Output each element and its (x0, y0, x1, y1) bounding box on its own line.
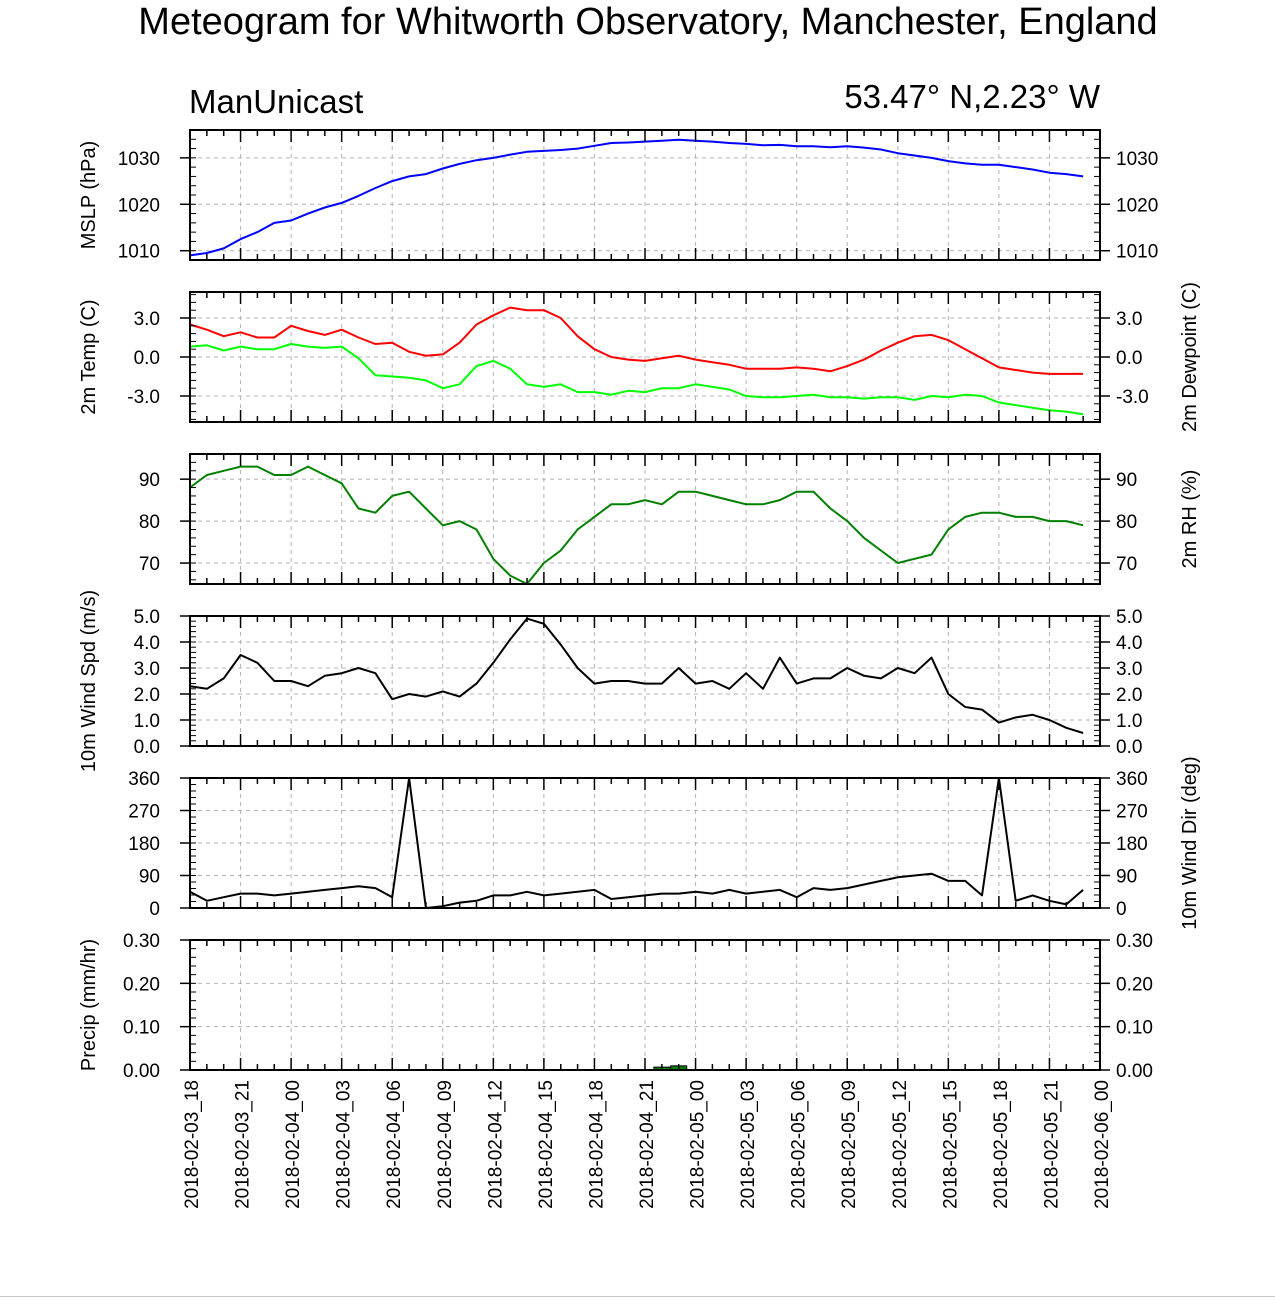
model-name-label: ManUnicast (189, 83, 363, 120)
y-tick-label-right: 2.0 (1116, 685, 1142, 706)
x-tick-label: 2018-02-05_09 (839, 1080, 860, 1209)
chart-title: Meteogram for Whitworth Observatory, Man… (138, 1, 1157, 43)
y-tick-label-left: 1030 (118, 149, 160, 170)
y-tick-label-right: 0.30 (1116, 931, 1153, 952)
y-tick-label-left: 90 (139, 867, 160, 888)
y-tick-label-left: 5.0 (134, 607, 160, 628)
y-axis-title-left: MSLP (hPa) (78, 141, 100, 250)
x-tick-label: 2018-02-03_21 (233, 1080, 254, 1209)
y-tick-label-right: 80 (1116, 512, 1137, 533)
panel-mslp: 1010 1010 1020 1020 1030 1030 MSLP (hPa) (78, 129, 1158, 263)
y-tick-label-right: 90 (1116, 867, 1137, 888)
y-tick-label-right: 180 (1116, 834, 1148, 855)
temperature-series-line-0 (189, 306, 1084, 375)
y-tick-label-left: 0.10 (123, 1018, 160, 1039)
y-tick-label-right: 1010 (1116, 242, 1158, 263)
x-tick-label: 2018-02-04_03 (334, 1080, 355, 1209)
y-tick-label-right: 4.0 (1116, 633, 1142, 654)
panel-temperature: -3.0 -3.0 0.0 0.0 3.0 3.0 2m Temp (C) 2m Dewpoi… (78, 282, 1201, 432)
panel-wind-speed: 0.0 0.0 1.0 1.0 2.0 2.0 3.0 3.0 4.0 4.0 5.0 5.0 10m … (78, 590, 1142, 772)
x-tick-label: 2018-02-05_06 (789, 1080, 810, 1209)
x-tick-label: 2018-02-05_03 (738, 1080, 759, 1209)
y-tick-label-right: 5.0 (1116, 607, 1142, 628)
x-tick-label: 2018-02-04_12 (485, 1080, 506, 1209)
y-tick-label-left: -3.0 (127, 387, 160, 408)
y-tick-label-right: 70 (1116, 554, 1137, 575)
y-tick-label-right: 0.00 (1116, 1061, 1153, 1082)
y-tick-label-left: 0.20 (123, 974, 160, 995)
y-tick-label-left: 90 (139, 470, 160, 491)
x-tick-label: 2018-02-05_21 (1041, 1080, 1062, 1209)
y-tick-label-left: 4.0 (134, 633, 160, 654)
y-tick-label-right: 3.0 (1116, 659, 1142, 680)
y-tick-label-right: 1.0 (1116, 711, 1142, 732)
x-tick-label: 2018-02-04_18 (586, 1080, 607, 1209)
panel-wind-direction: 0 0 90 90 180 180 270 270 360 360 10m Wind Dir (de… (128, 756, 1201, 929)
y-tick-label-left: 0.30 (123, 931, 160, 952)
temperature-series-line-1 (189, 343, 1084, 416)
y-tick-label-left: 3.0 (134, 659, 160, 680)
y-tick-label-left: 1010 (118, 242, 160, 263)
y-tick-label-right: 0 (1116, 899, 1127, 920)
y-axis-title-left: 10m Wind Spd (m/s) (78, 590, 100, 772)
x-tick-label: 2018-02-05_15 (940, 1080, 961, 1209)
location-coordinates-label: 53.47° N,2.23° W (844, 78, 1101, 115)
y-tick-label-right: -3.0 (1116, 387, 1149, 408)
y-tick-label-right: 3.0 (1116, 309, 1142, 330)
y-tick-label-left: 0.0 (134, 348, 160, 369)
x-tick-label: 2018-02-04_21 (637, 1080, 658, 1209)
y-tick-label-right: 360 (1116, 769, 1148, 790)
y-axis-title-right: 2m RH (%) (1179, 470, 1201, 569)
wind-speed-series-line-0 (189, 617, 1084, 734)
y-tick-label-left: 3.0 (134, 309, 160, 330)
x-tick-label: 2018-02-03_18 (182, 1080, 203, 1209)
x-tick-label: 2018-02-04_06 (384, 1080, 405, 1209)
y-tick-label-left: 0 (149, 899, 160, 920)
y-tick-label-left: 2.0 (134, 685, 160, 706)
y-tick-label-right: 90 (1116, 470, 1137, 491)
y-tick-label-left: 0.00 (123, 1061, 160, 1082)
y-tick-label-left: 1020 (118, 195, 160, 216)
y-axis-title-left: Precip (mm/hr) (78, 939, 100, 1071)
wind-direction-series-line-0 (189, 777, 1084, 909)
y-tick-label-left: 360 (128, 769, 160, 790)
relative-humidity-series-line-0 (189, 465, 1084, 585)
x-tick-label: 2018-02-05_00 (688, 1080, 709, 1209)
y-tick-label-left: 1.0 (134, 711, 160, 732)
y-axis-title-right: 2m Dewpoint (C) (1179, 282, 1201, 432)
y-axis-title-right: 10m Wind Dir (deg) (1179, 756, 1201, 929)
bottom-divider (0, 1296, 1275, 1297)
y-tick-label-left: 0.0 (134, 737, 160, 758)
y-tick-label-right: 1030 (1116, 149, 1158, 170)
y-tick-label-right: 270 (1116, 802, 1148, 823)
y-tick-label-right: 0.0 (1116, 348, 1142, 369)
x-axis-tick-labels: 2018-02-03_18 2018-02-03_21 2018-02-04_00 2… (182, 1080, 1113, 1209)
y-tick-label-left: 80 (139, 512, 160, 533)
panel-relative-humidity: 70 70 80 80 90 90 2m RH (%) (139, 453, 1201, 585)
x-tick-label: 2018-02-05_12 (890, 1080, 911, 1209)
x-tick-label: 2018-02-05_18 (991, 1080, 1012, 1209)
y-tick-label-left: 70 (139, 554, 160, 575)
y-tick-label-left: 180 (128, 834, 160, 855)
x-tick-label: 2018-02-04_09 (435, 1080, 456, 1209)
y-axis-title-left: 2m Temp (C) (78, 299, 100, 414)
y-tick-label-right: 0.10 (1116, 1018, 1153, 1039)
y-tick-label-right: 0.20 (1116, 974, 1153, 995)
x-tick-label: 2018-02-04_15 (536, 1080, 557, 1209)
mslp-series-line-0 (189, 138, 1084, 257)
panel-precipitation: 0.00 0.00 0.10 0.10 0.20 0.20 0.30 0.30 Precip (… (78, 931, 1153, 1082)
x-tick-label: 2018-02-06_00 (1092, 1080, 1113, 1209)
y-tick-label-right: 1020 (1116, 195, 1158, 216)
y-tick-label-right: 0.0 (1116, 737, 1142, 758)
y-tick-label-left: 270 (128, 802, 160, 823)
x-tick-label: 2018-02-04_00 (283, 1080, 304, 1209)
